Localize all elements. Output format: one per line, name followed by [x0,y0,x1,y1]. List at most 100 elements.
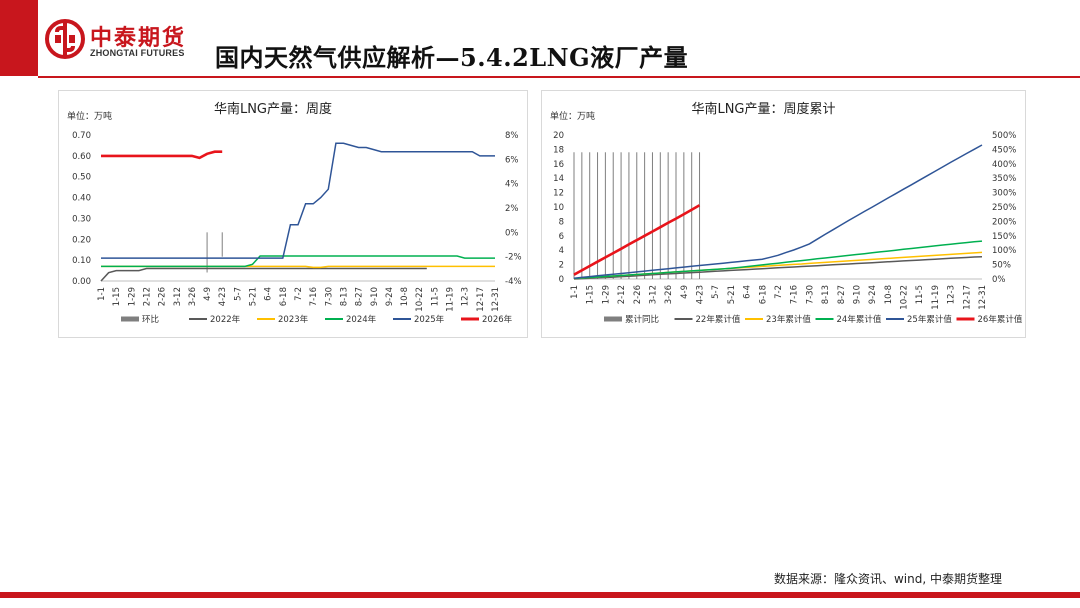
brand-logo: 中泰期货 ZHONGTAI FUTURES [44,18,204,66]
x-axis-tick-label: 12-31 [978,285,988,310]
x-axis-tick-label: 7-30 [324,287,334,306]
legend-label: 2025年 [414,314,445,325]
legend-label: 环比 [142,314,159,325]
left-axis-tick-label: 12 [553,189,564,199]
zhongtai-logo-icon [45,19,85,59]
x-axis-tick-label: 6-4 [743,285,753,299]
x-axis-tick-label: 7-16 [309,287,319,306]
x-axis-tick-label: 12-17 [476,287,486,312]
x-axis-tick-label: 3-26 [188,287,198,306]
right-axis-tick-label: 450% [992,145,1016,155]
legend-label: 2026年 [482,314,513,325]
x-axis-tick-label: 12-31 [491,287,501,312]
right-axis-tick-label: 400% [992,160,1016,170]
unit-label: 单位：万吨 [550,110,595,122]
series-line [573,240,983,280]
legend-label: 2022年 [210,314,241,325]
x-axis-tick-label: 9-10 [370,287,380,306]
x-axis-tick-label: 9-24 [868,285,878,304]
x-axis-tick-label: 4-23 [696,285,706,304]
x-axis-tick-label: 7-2 [774,285,784,299]
x-axis-tick-label: 6-18 [758,285,768,304]
legend-label: 2024年 [346,314,377,325]
left-axis-tick-label: 0.00 [72,277,91,287]
x-axis-tick-label: 5-21 [727,285,737,304]
x-axis-tick-label: 7-2 [294,287,304,301]
brand-name-en: ZHONGTAI FUTURES [90,48,185,58]
x-axis-tick-label: 5-7 [711,285,721,299]
cumulative-output-chart: 华南LNG产量：周度累计单位：万吨024681012141618200%50%1… [550,101,1023,325]
footer-accent-bar [0,592,1080,598]
x-axis-tick-label: 12-3 [947,285,957,304]
x-axis-tick-label: 6-4 [264,287,274,301]
legend-label: 26年累计值 [978,314,1023,325]
left-axis-tick-label: 0.50 [72,173,91,183]
x-axis-tick-label: 6-18 [279,287,289,306]
legend-label: 23年累计值 [766,314,811,325]
right-axis-tick-label: 350% [992,174,1016,184]
series-line [573,144,983,279]
x-axis-tick-label: 10-22 [900,285,910,310]
x-axis-tick-label: 10-8 [884,285,894,304]
brand-name-cn: 中泰期货 [90,26,187,51]
x-axis-tick-label: 3-12 [648,285,658,304]
x-axis-tick-label: 1-15 [586,285,596,304]
right-axis-tick-label: 8% [505,131,519,141]
right-axis-tick-label: 300% [992,189,1016,199]
right-axis-tick-label: 100% [992,246,1016,256]
left-axis-tick-label: 14 [553,174,564,184]
right-axis-tick-label: 4% [505,180,519,190]
x-axis-tick-label: 2-12 [617,285,627,304]
x-axis-tick-label: 1-1 [570,285,580,299]
left-axis-tick-label: 18 [553,145,564,155]
chart-panel-weekly: 华南LNG产量：周度 单位：万吨 0.00 0.10 0.20 0.30 0.40 0.50 0… [58,90,528,338]
x-axis-tick-label: 3-12 [173,287,183,306]
left-axis-tick-label: 2 [559,261,564,271]
x-axis-tick-label: 1-1 [97,287,107,301]
x-axis-tick-label: 3-26 [664,285,674,304]
x-axis-tick-label: 8-13 [821,285,831,304]
x-axis-tick-label: 2-26 [158,287,168,306]
right-axis-tick-label: 250% [992,203,1016,213]
right-axis-tick-label: 200% [992,217,1016,227]
x-axis-tick-label: 9-10 [852,285,862,304]
series-line [573,204,701,276]
left-axis-tick-label: 16 [553,160,564,170]
right-axis-tick-label: 500% [992,131,1016,141]
x-axis-tick-label: 1-29 [601,285,611,304]
right-axis-tick-label: 0% [505,228,519,238]
x-axis-tick-label: 8-13 [339,287,349,306]
x-axis-tick-label: 11-19 [931,285,941,310]
x-axis-tick-label: 7-30 [805,285,815,304]
left-axis-tick-label: 0 [559,275,564,285]
left-axis-tick-label: 0.20 [72,235,91,245]
x-axis-tick-label: 2-26 [633,285,643,304]
x-axis-tick-label: 5-21 [249,287,259,306]
x-axis-tick-label: 2-12 [142,287,152,306]
right-axis-tick-label: 0% [992,275,1006,285]
right-axis-tick-label: 150% [992,232,1016,242]
legend-label: 2023年 [278,314,309,325]
legend-label: 累计同比 [625,314,659,325]
left-axis-tick-label: 4 [559,246,564,256]
x-axis-tick-label: 12-3 [461,287,471,306]
left-axis-tick-label: 0.60 [72,152,91,162]
right-axis-tick-label: -2% [505,253,522,263]
series-line [101,142,495,259]
x-axis-tick-label: 12-17 [962,285,972,310]
left-axis-tick-label: 8 [559,217,564,227]
x-axis-tick-label: 4-23 [218,287,228,306]
series-line [101,150,223,160]
x-axis-tick-label: 8-27 [837,285,847,304]
x-axis-tick-label: 7-16 [790,285,800,304]
right-axis-tick-label: -4% [505,277,522,287]
left-axis-tick-label: 20 [553,131,564,141]
x-axis-tick-label: 4-9 [680,285,690,299]
x-axis-tick-label: 4-9 [203,287,213,301]
header-accent-bar [0,0,38,76]
left-axis-tick-label: 0.70 [72,131,91,141]
x-axis-tick-label: 11-19 [446,287,456,312]
x-axis-tick-label: 1-15 [112,287,122,306]
chart-panel-cumulative: 华南LNG产量：周度累计 单位：万吨 0 2 4 6 8 10 12 14 16 18 20 0% 50% 1… [541,90,1026,338]
